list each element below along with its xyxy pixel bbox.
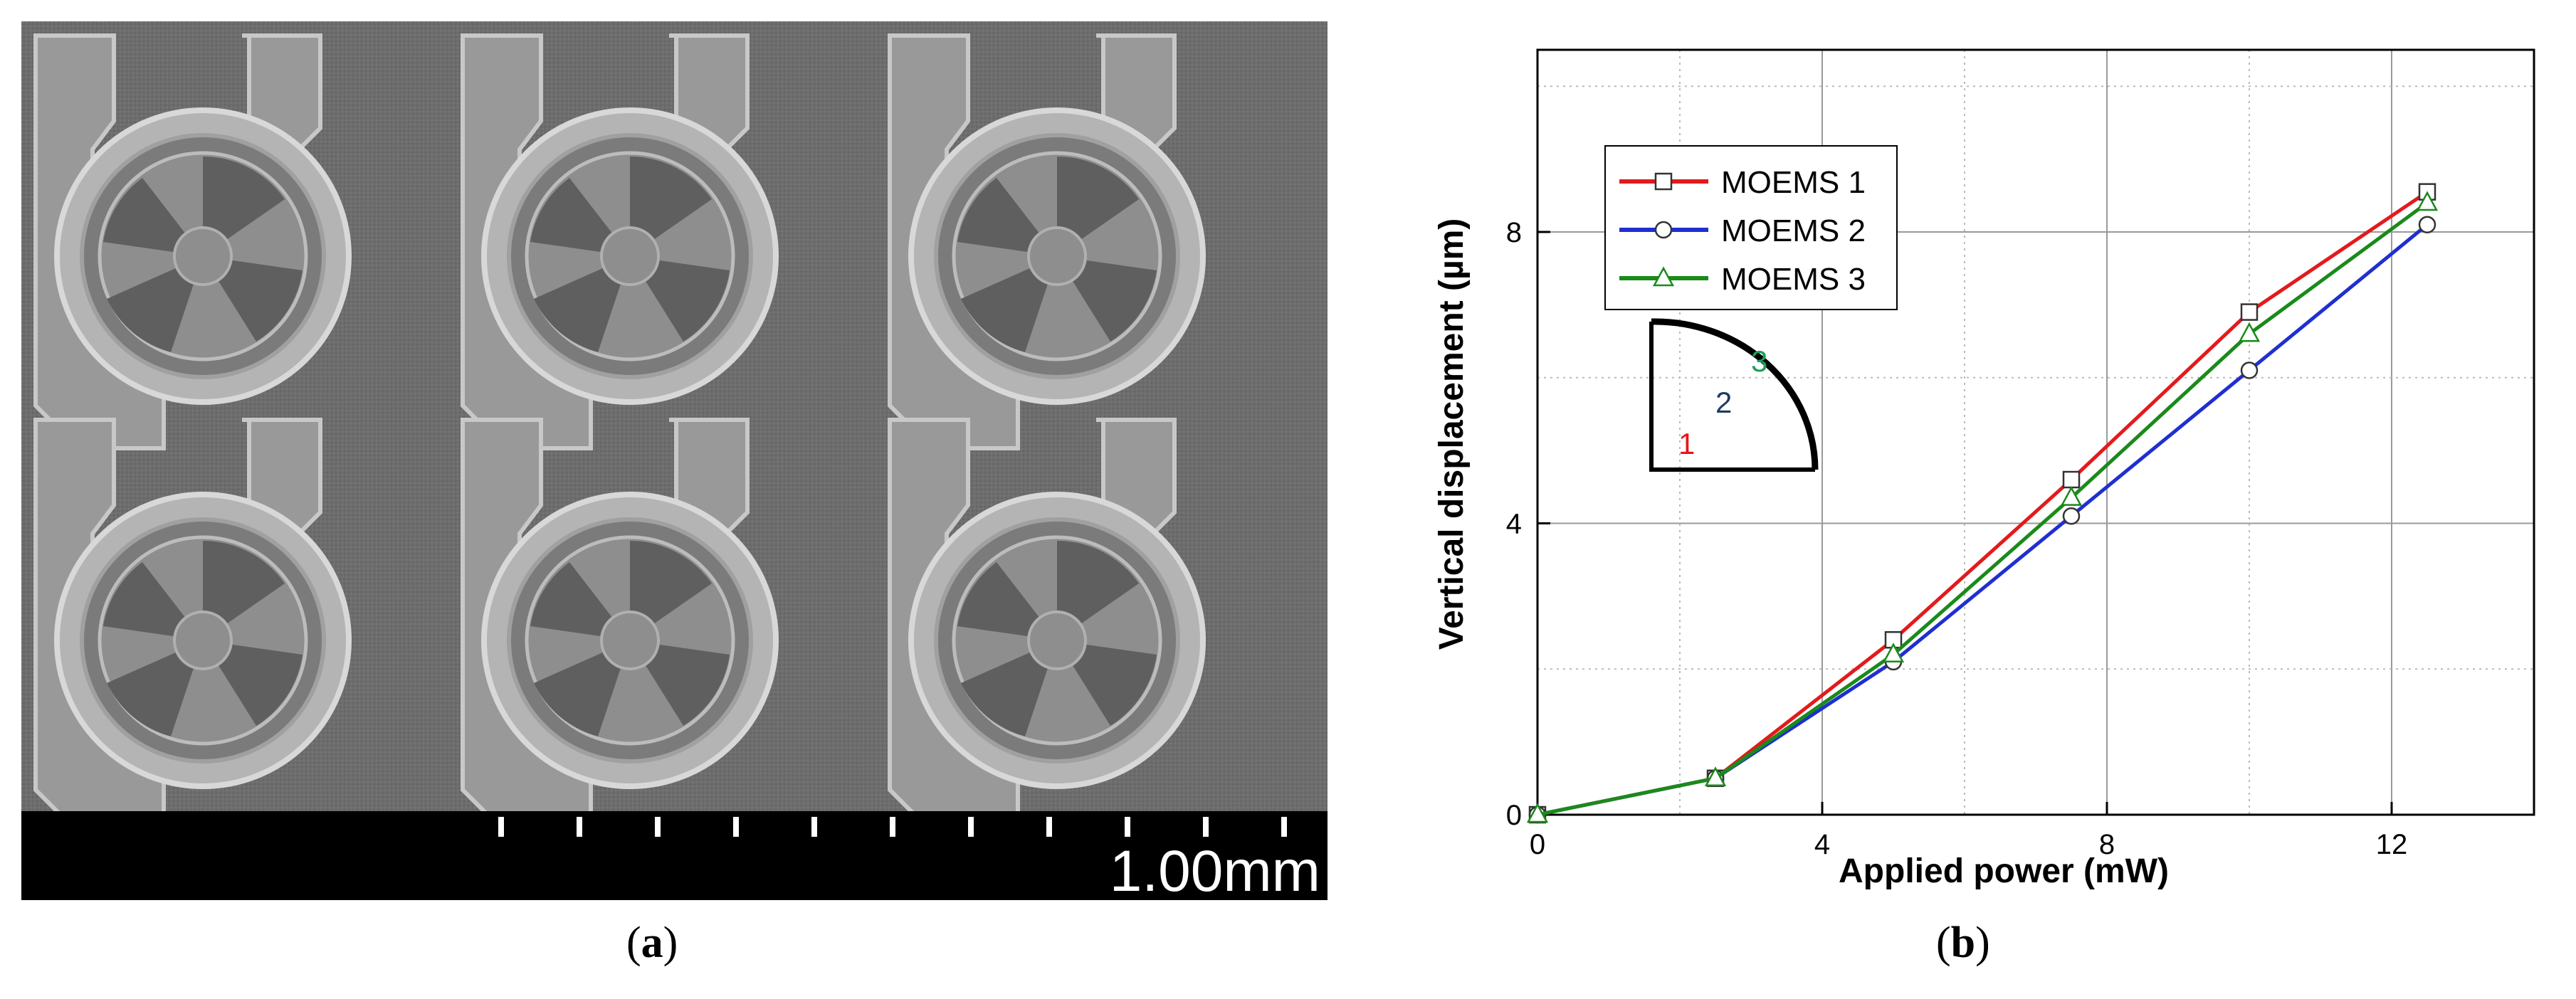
data-point: [1654, 221, 1673, 239]
data-point: [2240, 361, 2259, 379]
legend-item: MOEMS 2: [1619, 213, 1866, 248]
scale-bar-ticks: [498, 817, 1287, 837]
data-point: [2418, 216, 2436, 233]
x-tick-label: 0: [1530, 829, 1545, 860]
data-point: [2060, 486, 2083, 506]
data-point: [2062, 470, 2081, 489]
series-moems-3: [1526, 191, 2439, 823]
scale-bar-label: 1.00mm: [1110, 839, 1320, 900]
data-point: [2240, 303, 2259, 321]
y-axis-label: Vertical displacement (µm): [1433, 218, 1471, 650]
data-point: [1704, 766, 1727, 787]
y-tick-label: 4: [1506, 508, 1522, 539]
legend-label: MOEMS 1: [1721, 165, 1866, 200]
series-line: [1537, 223, 2429, 817]
x-tick-label: 8: [2099, 829, 2115, 860]
x-tick-label: 4: [1814, 829, 1830, 860]
data-point: [2062, 507, 2081, 525]
legend-item: MOEMS 1: [1619, 165, 1866, 200]
legend-label: MOEMS 3: [1721, 262, 1866, 297]
x-tick-label: 12: [2376, 829, 2408, 860]
plot-frame: [1536, 48, 2535, 816]
series-line: [1537, 201, 2429, 817]
inset-diagram: 1 2 3: [1649, 318, 1819, 472]
data-point: [2416, 191, 2439, 211]
caption-b: (b): [1936, 919, 1990, 967]
x-axis-label: Applied power (mW): [1839, 852, 2169, 890]
legend-item: MOEMS 3: [1619, 262, 1866, 297]
y-tick-label: 0: [1506, 800, 1522, 831]
inset-label-2: 2: [1715, 386, 1732, 419]
data-point: [2238, 322, 2261, 342]
y-tick-label: 8: [1506, 217, 1522, 248]
displacement-chart: 0 4 8 12 0 4 8 Applied power (mW) Vertical dis…: [1433, 48, 2535, 890]
caption-a: (a): [626, 919, 678, 967]
inset-label-3: 3: [1751, 344, 1767, 378]
legend-label: MOEMS 2: [1721, 213, 1866, 248]
data-point: [1652, 266, 1675, 287]
data-point: [1526, 803, 1549, 823]
legend: MOEMS 1 MOEMS 2 MOEMS 3: [1604, 145, 1898, 310]
data-point: [1882, 643, 1905, 663]
data-point: [1654, 172, 1673, 191]
sem-image-panel: 1.00mm: [21, 21, 1328, 900]
inset-label-1: 1: [1678, 427, 1695, 460]
scale-bar-strip: [21, 811, 1328, 900]
